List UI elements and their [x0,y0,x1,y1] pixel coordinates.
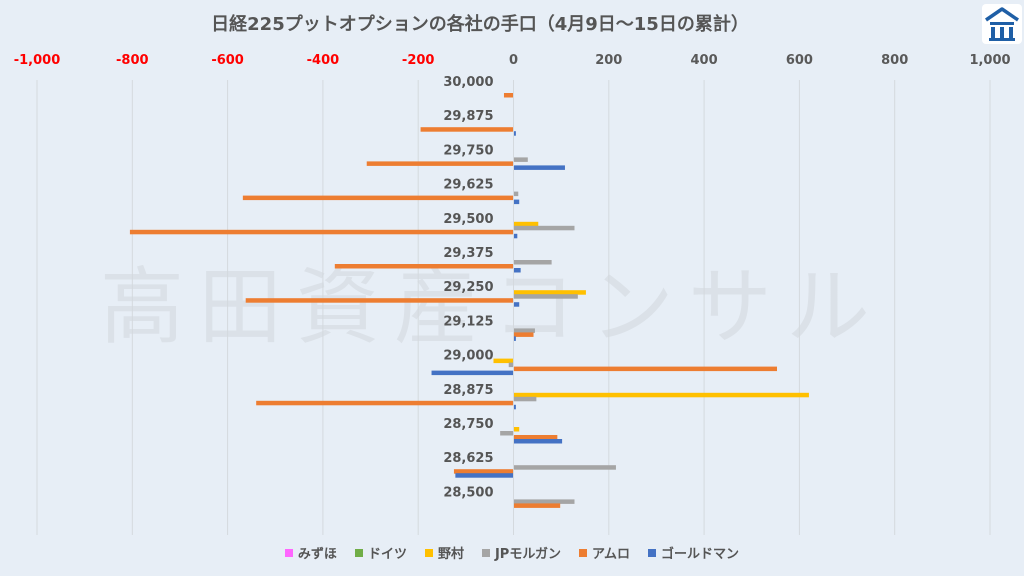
bar [513,499,575,504]
bar [366,161,514,166]
legend-label: アムロ [591,547,631,562]
x-tick-label: 1,000 [969,53,1010,68]
y-tick-label: 29,875 [443,109,493,124]
bar [513,336,516,341]
x-tick-label: -800 [116,53,149,68]
bar [508,362,514,368]
y-tick-label: 29,000 [443,349,493,364]
legend-label: ゴールドマン [661,547,740,562]
bar [513,404,516,410]
y-tick-label: 29,125 [443,314,493,329]
x-tick-label: 400 [691,53,718,68]
x-tick-label: -1,000 [14,53,61,68]
y-tick-label: 30,000 [443,75,493,90]
x-tick-label: 600 [786,53,813,68]
bar [513,233,518,239]
y-tick-label: 29,750 [443,143,493,158]
bar [513,465,616,470]
bar [500,431,514,436]
legend-swatch [424,548,433,557]
bar [513,157,528,162]
bar [513,131,516,136]
x-tick-label: -200 [402,53,435,68]
legend-label: JPモルガン [494,547,561,562]
x-tick-label: -400 [307,53,340,68]
bar [245,298,514,303]
bar [455,473,514,478]
logo-icon [982,4,1022,44]
bar [513,165,565,170]
y-tick-label: 29,375 [443,246,493,261]
legend: みずほ ドイツ 野村 JPモルガン アムロ ゴールドマン [0,543,1024,562]
bar [513,396,537,402]
bar [503,93,514,98]
chart-title: 日経225プットオプションの各社の手口（4月9日～15日の累計） [211,14,749,35]
bar [513,427,520,432]
bar [513,225,575,231]
legend-swatch [648,548,657,557]
legend-item: 野村 [424,543,464,562]
x-tick-label: 0 [509,53,518,68]
bar [513,503,561,508]
y-tick-label: 29,250 [443,280,493,295]
legend-swatch [284,548,293,557]
bar [129,229,514,235]
bar [513,302,520,307]
legend-item: ドイツ [354,543,407,562]
legend-label: みずほ [297,547,337,562]
bar [513,328,535,333]
y-tick-label: 28,500 [443,485,493,500]
bar [513,392,809,398]
bar [513,366,778,372]
bar [242,195,514,201]
legend-swatch [354,548,363,557]
bar [513,332,534,337]
bar [513,439,563,444]
bar [513,435,558,440]
bar [513,290,586,295]
x-tick-label: -600 [211,53,244,68]
bar [513,221,539,227]
bar [513,260,552,265]
legend-swatch [578,548,587,557]
y-tick-label: 29,500 [443,212,493,227]
bar [453,469,514,474]
legend-item: みずほ [284,543,337,562]
watermark: 高田資産コンサル [100,258,885,356]
x-tick-label: 800 [881,53,908,68]
legend-item: JPモルガン [481,543,561,562]
bar [334,264,514,269]
legend-item: アムロ [578,543,631,562]
legend-swatch [481,548,490,557]
bar [431,370,514,376]
bar [493,358,514,364]
y-tick-label: 28,750 [443,417,493,432]
bar [513,199,520,205]
x-tick-label: 200 [595,53,622,68]
y-tick-label: 29,625 [443,178,493,193]
bar [420,127,514,132]
legend-item: ゴールドマン [648,543,739,562]
y-tick-label: 28,625 [443,451,493,466]
legend-label: ドイツ [367,547,407,562]
bar [513,191,519,197]
y-tick-label: 28,875 [443,383,493,398]
bar [513,294,578,299]
bar [256,400,514,406]
bar [513,268,521,273]
legend-label: 野村 [437,547,464,562]
